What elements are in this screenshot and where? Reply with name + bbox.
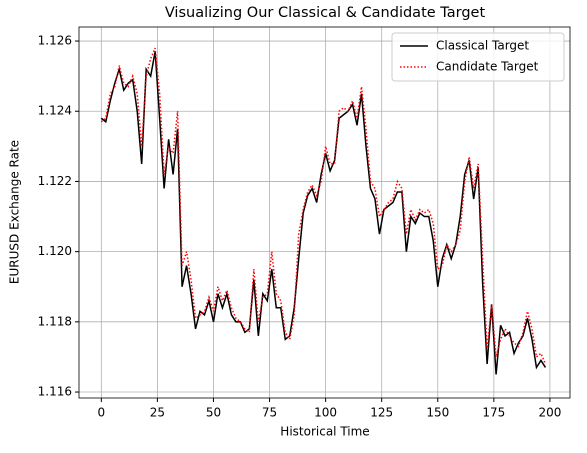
y-tick-label: 1.116 [38,385,72,399]
x-tick-label: 25 [150,406,165,420]
x-tick-label: 100 [314,406,337,420]
series-line [100,47,547,365]
series-line [100,51,547,375]
x-tick-label: 175 [482,406,505,420]
x-axis-label: Historical Time [280,425,369,439]
y-tick-label: 1.120 [38,244,72,258]
plot-frame [78,26,571,399]
y-tick-label: 1.122 [38,174,72,188]
y-tick-label: 1.118 [38,314,72,328]
chart-title: Visualizing Our Classical & Candidate Ta… [165,5,486,21]
y-tick-label: 1.126 [38,34,72,48]
y-axis-label: EURUSD Exchange Rate [8,140,22,284]
legend: Classical Target Candidate Target [391,32,565,82]
y-tick-label: 1.124 [38,104,72,118]
legend-label: Classical Target [436,39,529,53]
x-tick-label: 125 [370,406,393,420]
x-tick-label: 0 [97,406,105,420]
x-tick-label: 200 [538,406,561,420]
legend-label: Candidate Target [436,60,539,74]
legend-box [391,32,565,82]
x-tick-label: 75 [262,406,277,420]
x-tick-label: 150 [426,406,449,420]
x-tick-label: 50 [206,406,221,420]
